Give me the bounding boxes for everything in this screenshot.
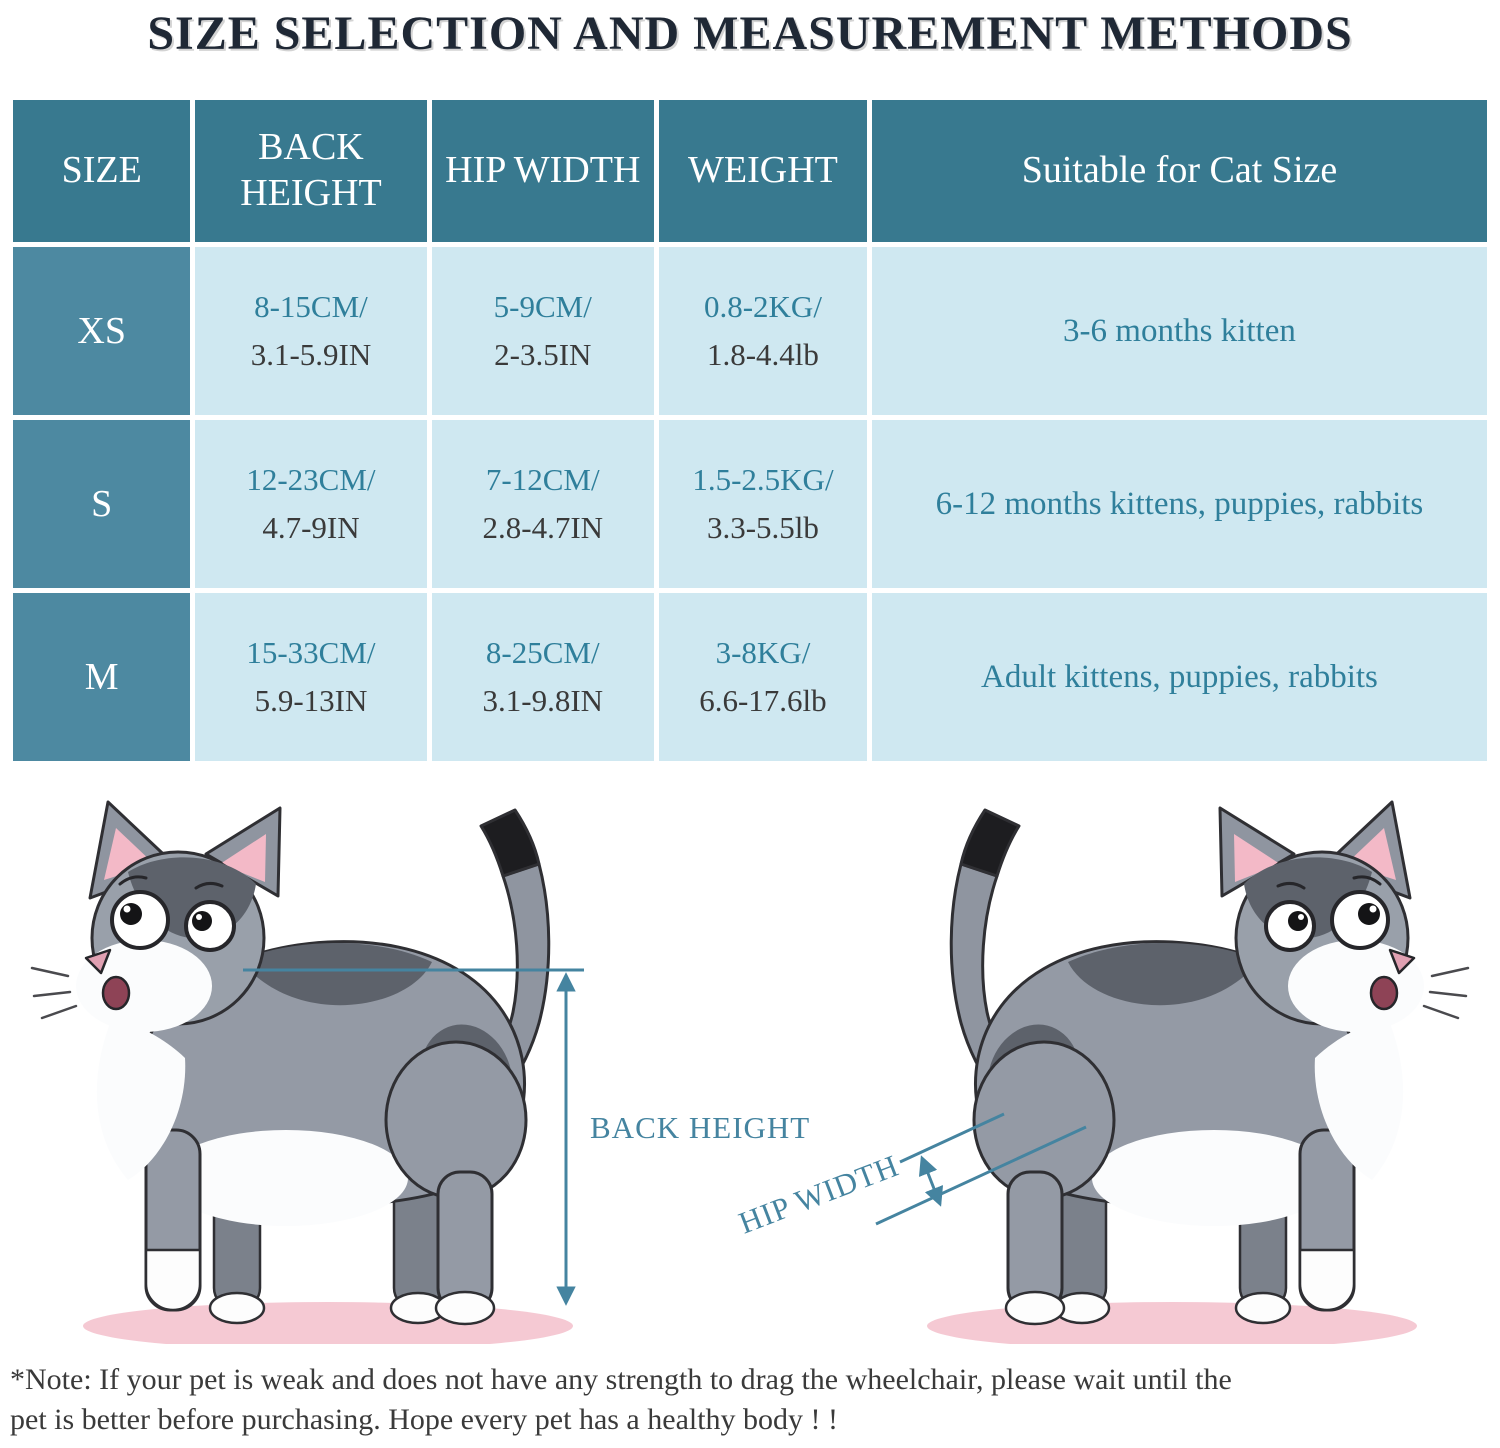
imperial-value: 3.3-5.5lb — [706, 510, 819, 545]
size-table: SIZE BACK HEIGHT HIP WIDTH WEIGHT Suitab… — [8, 95, 1492, 766]
weight-cell: 3-8KG/ 6.6-17.6lb — [659, 593, 867, 761]
imperial-value: 3.1-5.9IN — [250, 337, 372, 372]
imperial-value: 3.1-9.8IN — [482, 683, 604, 718]
suitable-cell: Adult kittens, puppies, rabbits — [871, 593, 1487, 761]
table-header-row: SIZE BACK HEIGHT HIP WIDTH WEIGHT Suitab… — [13, 100, 1487, 242]
imperial-value: 5.9-13IN — [254, 683, 368, 718]
metric-value: 8-25CM/ — [485, 635, 600, 670]
size-label: XS — [13, 247, 191, 415]
metric-value: 0.8-2KG/ — [703, 289, 822, 324]
cat-illustration-left — [30, 800, 575, 1344]
back-height-cell: 12-23CM/ 4.7-9IN — [195, 420, 427, 588]
table-row-m: M 15-33CM/ 5.9-13IN 8-25CM/ 3.1-9.8IN 3-… — [13, 593, 1487, 761]
hip-width-cell: 7-12CM/ 2.8-4.7IN — [431, 420, 654, 588]
measurement-diagram: BACK HEIGHT HIP WIDTH — [30, 800, 1470, 1344]
metric-value: 12-23CM/ — [246, 462, 376, 497]
size-label: M — [13, 593, 191, 761]
size-label: S — [13, 420, 191, 588]
header-suitable: Suitable for Cat Size — [871, 100, 1487, 242]
table-row-s: S 12-23CM/ 4.7-9IN 7-12CM/ 2.8-4.7IN 1.5… — [13, 420, 1487, 588]
suitable-cell: 3-6 months kitten — [871, 247, 1487, 415]
note-line-1: *Note: If your pet is weak and does not … — [10, 1363, 1232, 1396]
metric-value: 5-9CM/ — [493, 289, 592, 324]
measurement-illustration: BACK HEIGHT HIP WIDTH — [0, 772, 1500, 1344]
metric-value: 7-12CM/ — [485, 462, 600, 497]
header-back-height: BACK HEIGHT — [195, 100, 427, 242]
imperial-value: 2.8-4.7IN — [482, 510, 604, 545]
hip-width-label: HIP WIDTH — [734, 1148, 904, 1241]
header-hip-width: HIP WIDTH — [431, 100, 654, 242]
hip-width-arrow — [918, 1155, 944, 1207]
imperial-value: 6.6-17.6lb — [699, 683, 827, 718]
back-height-label: BACK HEIGHT — [590, 1110, 810, 1145]
header-weight: WEIGHT — [659, 100, 867, 242]
imperial-value: 1.8-4.4lb — [706, 337, 819, 372]
hip-line-long — [875, 1125, 1087, 1226]
table-row-xs: XS 8-15CM/ 3.1-5.9IN 5-9CM/ 2-3.5IN 0.8-… — [13, 247, 1487, 415]
header-size: SIZE — [13, 100, 191, 242]
weight-cell: 0.8-2KG/ 1.8-4.4lb — [659, 247, 867, 415]
suitable-cell: 6-12 months kittens, puppies, rabbits — [871, 420, 1487, 588]
back-height-cell: 8-15CM/ 3.1-5.9IN — [195, 247, 427, 415]
note-line-2: pet is better before purchasing. Hope ev… — [10, 1402, 839, 1436]
hip-width-cell: 8-25CM/ 3.1-9.8IN — [431, 593, 654, 761]
imperial-value: 2-3.5IN — [494, 337, 592, 372]
note-text: *Note: If your pet is weak and does not … — [10, 1360, 1490, 1439]
metric-value: 3-8KG/ — [715, 635, 811, 670]
page-title: SIZE SELECTION AND MEASUREMENT METHODS — [147, 7, 1353, 60]
hip-line-short — [899, 1112, 1005, 1164]
hip-width-cell: 5-9CM/ 2-3.5IN — [431, 247, 654, 415]
back-height-cell: 15-33CM/ 5.9-13IN — [195, 593, 427, 761]
weight-cell: 1.5-2.5KG/ 3.3-5.5lb — [659, 420, 867, 588]
metric-value: 1.5-2.5KG/ — [692, 462, 834, 497]
metric-value: 8-15CM/ — [254, 289, 368, 324]
imperial-value: 4.7-9IN — [262, 510, 360, 545]
metric-value: 15-33CM/ — [246, 635, 376, 670]
cat-illustration-right — [925, 800, 1470, 1344]
